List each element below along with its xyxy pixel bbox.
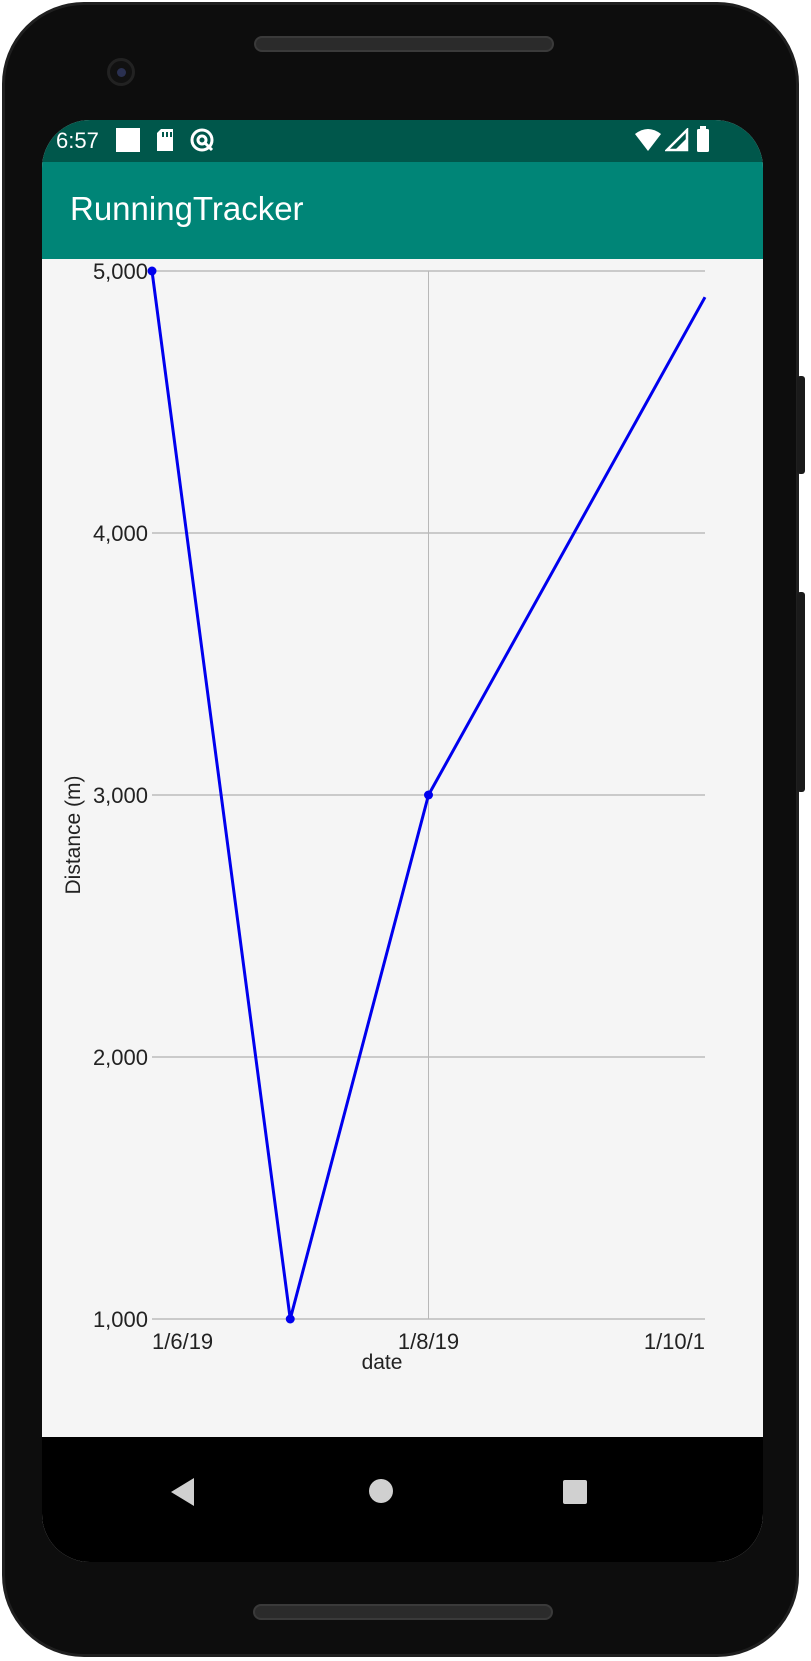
data-point[interactable] xyxy=(424,790,433,800)
x-tick-label: 1/6/19 xyxy=(152,1329,213,1354)
status-bar: 6:57 xyxy=(42,120,763,162)
status-time: 6:57 xyxy=(56,128,99,153)
series-line xyxy=(150,270,707,1321)
graph-container: 5,000 4,000 3,000 2,000 1,000 1/6/19 1/8/19 1/1… xyxy=(42,259,763,1437)
y-tick-label: 4,000 xyxy=(93,521,148,546)
sd-card-icon xyxy=(157,129,173,151)
data-point[interactable] xyxy=(285,1314,295,1324)
y-axis-title: Distance (m) xyxy=(62,775,85,894)
data-point[interactable] xyxy=(147,266,157,276)
wifi-icon xyxy=(635,129,661,151)
x-tick-label: 1/10/1 xyxy=(644,1329,705,1354)
white-square-notification-icon xyxy=(116,128,140,152)
app-bar: RunningTracker xyxy=(42,162,763,259)
home-icon[interactable] xyxy=(366,1476,396,1506)
top-speaker xyxy=(254,36,554,52)
volume-button xyxy=(797,592,805,792)
x-axis-title: date xyxy=(362,1351,403,1374)
y-tick-label: 2,000 xyxy=(93,1045,148,1070)
back-icon[interactable] xyxy=(168,1475,198,1509)
y-tick-label: 3,000 xyxy=(93,783,148,808)
sync-circle-icon xyxy=(190,128,214,152)
power-button xyxy=(797,376,805,474)
recents-icon[interactable] xyxy=(561,1478,589,1506)
y-tick-label: 5,000 xyxy=(93,259,148,284)
y-tick-label: 1,000 xyxy=(93,1307,148,1332)
cellular-signal-icon xyxy=(665,128,689,152)
x-tick-label: 1/8/19 xyxy=(398,1329,459,1354)
app-title: RunningTracker xyxy=(70,190,304,227)
screen: 6:57 xyxy=(42,120,763,1562)
battery-icon xyxy=(697,126,709,152)
navigation-bar xyxy=(42,1437,763,1562)
bottom-speaker xyxy=(253,1604,553,1620)
front-camera xyxy=(107,58,135,86)
